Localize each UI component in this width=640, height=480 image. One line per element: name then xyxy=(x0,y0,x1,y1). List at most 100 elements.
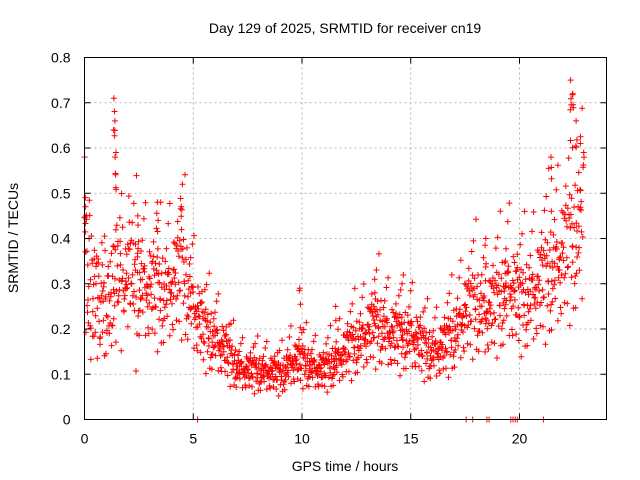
data-point xyxy=(217,352,224,359)
data-point xyxy=(393,300,399,307)
data-point xyxy=(148,306,155,313)
data-point xyxy=(165,271,172,278)
data-point xyxy=(94,294,101,301)
data-point xyxy=(454,335,461,342)
data-point xyxy=(506,200,513,207)
data-point xyxy=(360,281,367,287)
data-point xyxy=(279,337,285,344)
data-point xyxy=(500,317,507,324)
data-point xyxy=(577,133,584,140)
data-point xyxy=(374,311,381,318)
data-point xyxy=(194,302,201,309)
data-point xyxy=(114,262,121,269)
data-point xyxy=(448,344,455,351)
data-point xyxy=(297,324,304,331)
data-point xyxy=(113,288,120,294)
data-point xyxy=(84,262,91,268)
data-point xyxy=(513,268,520,274)
data-point xyxy=(142,199,149,206)
data-point xyxy=(232,374,239,381)
data-point xyxy=(95,273,102,280)
data-point xyxy=(491,289,498,296)
data-point xyxy=(399,332,406,338)
data-point xyxy=(255,360,262,367)
data-point xyxy=(574,228,580,234)
data-point xyxy=(333,369,340,376)
data-point xyxy=(532,305,539,312)
data-point xyxy=(569,220,575,227)
data-point xyxy=(124,285,131,291)
data-point xyxy=(377,306,383,313)
data-point xyxy=(421,325,428,332)
data-point xyxy=(293,356,300,363)
data-point xyxy=(154,348,161,355)
data-point xyxy=(288,323,294,329)
data-point xyxy=(232,347,239,354)
data-point xyxy=(252,340,259,347)
data-point xyxy=(139,237,146,244)
data-point xyxy=(173,296,180,302)
data-point xyxy=(538,299,545,306)
plot-frame xyxy=(84,57,607,420)
data-point xyxy=(209,351,216,358)
data-point xyxy=(319,382,325,389)
data-point xyxy=(520,269,527,276)
data-point xyxy=(492,316,499,323)
y-tick-label: 0.3 xyxy=(51,276,71,292)
data-point xyxy=(563,254,570,261)
data-point xyxy=(418,347,425,354)
data-point xyxy=(315,383,322,390)
data-point xyxy=(530,209,537,215)
data-point xyxy=(390,334,397,341)
data-point xyxy=(157,307,164,314)
data-point xyxy=(417,314,424,321)
data-point xyxy=(117,238,124,245)
data-point xyxy=(263,338,270,345)
data-point xyxy=(539,286,546,293)
data-point xyxy=(475,348,482,355)
data-point xyxy=(141,263,148,269)
data-point xyxy=(112,184,119,191)
data-point xyxy=(398,320,405,327)
data-point xyxy=(480,254,487,261)
data-point xyxy=(557,279,564,286)
data-point xyxy=(501,295,508,302)
data-point xyxy=(364,338,371,345)
data-point xyxy=(537,251,544,258)
data-point xyxy=(539,262,546,269)
data-point xyxy=(108,250,115,257)
data-point xyxy=(323,340,330,347)
data-point xyxy=(386,335,393,342)
data-point xyxy=(467,280,474,287)
data-point xyxy=(542,236,549,243)
data-point xyxy=(93,280,99,287)
data-point xyxy=(296,287,303,294)
data-point xyxy=(344,320,351,327)
data-point xyxy=(166,200,173,207)
data-point xyxy=(381,323,388,330)
grid-lines xyxy=(84,57,607,420)
data-point xyxy=(462,308,469,315)
data-point xyxy=(98,239,105,246)
data-point xyxy=(288,380,294,387)
data-point xyxy=(262,345,269,351)
data-point xyxy=(309,346,315,353)
data-point xyxy=(487,310,494,317)
data-point xyxy=(397,286,404,293)
data-point xyxy=(562,183,569,190)
data-point xyxy=(551,277,558,284)
data-point xyxy=(159,255,166,262)
data-point xyxy=(400,344,406,351)
data-point xyxy=(254,333,261,339)
data-point xyxy=(227,320,234,327)
data-point xyxy=(238,358,245,365)
data-point xyxy=(374,298,381,305)
data-point xyxy=(215,367,222,374)
data-point xyxy=(185,277,192,284)
data-point xyxy=(577,204,584,211)
data-point xyxy=(563,217,570,224)
data-point xyxy=(441,314,448,321)
y-tick-label: 0.6 xyxy=(51,140,71,156)
data-point xyxy=(417,322,424,329)
data-point xyxy=(437,325,444,332)
